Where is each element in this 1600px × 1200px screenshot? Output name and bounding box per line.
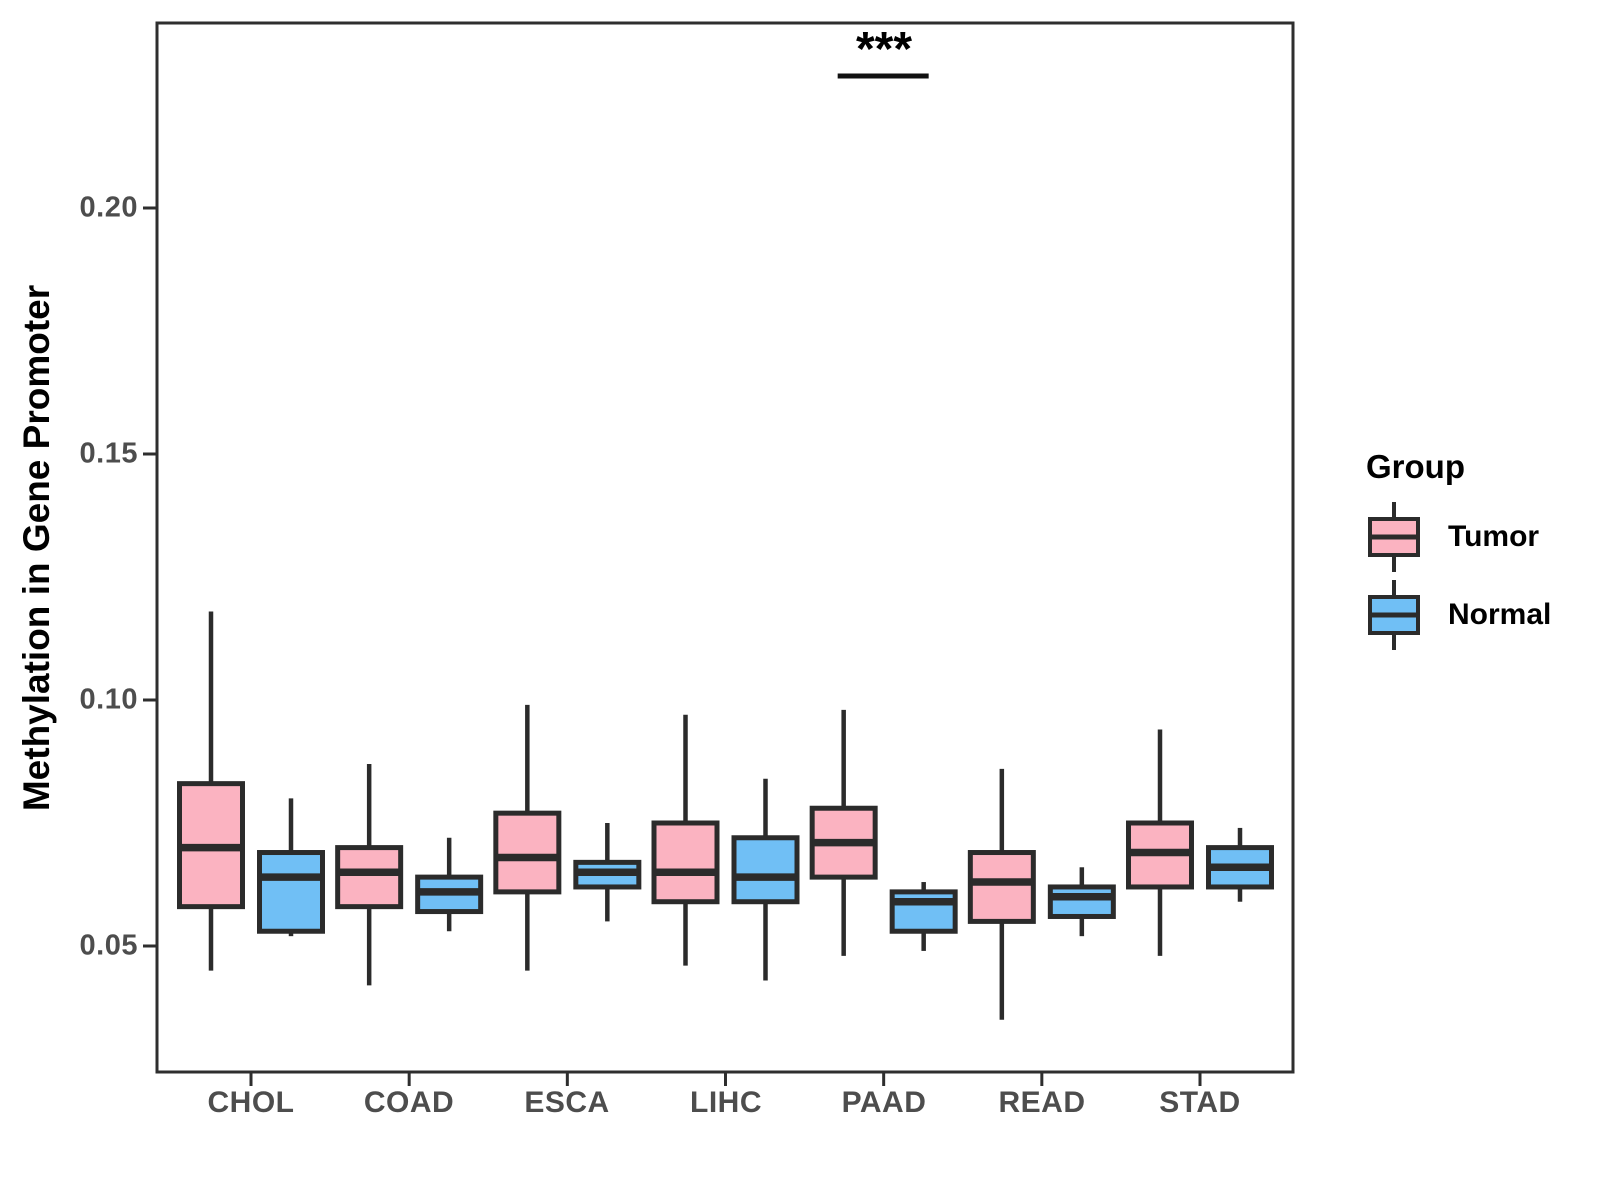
legend-title: Group [1366,448,1465,485]
legend: Group Tumor Normal [1366,448,1551,656]
legend-item-normal: Normal [1366,578,1551,652]
x-tick-label-read: READ [998,1086,1086,1119]
x-tick-label-coad: COAD [363,1086,455,1119]
legend-label-tumor: Tumor [1448,520,1540,553]
box-normal-lihc [731,835,800,905]
x-tick-label-paad: PAAD [841,1086,927,1119]
normal-boxplot-key-icon [1368,580,1420,650]
x-tick-label-lihc: LIHC [690,1086,762,1119]
y-axis-title: Methylation in Gene Promoter [16,284,57,812]
box-tumor-coad [335,845,404,910]
box-normal-read [1047,884,1116,919]
y-tick-label: 0.10 [79,683,138,716]
panel-border [155,21,1295,1074]
legend-item-tumor: Tumor [1366,500,1551,574]
y-tick-label: 0.15 [79,437,138,470]
tumor-boxplot-key-icon [1368,502,1420,572]
x-tick-label-esca: ESCA [524,1086,610,1119]
significance-stars: *** [855,23,913,76]
box-tumor-read [967,850,1036,924]
box-normal-chol [257,850,325,934]
legend-label-normal: Normal [1448,598,1552,631]
y-tick-label: 0.05 [79,929,138,962]
box-normal-paad [889,889,958,934]
y-tick-label: 0.20 [79,191,138,224]
box-tumor-esca [493,810,562,895]
x-tick-label-chol: CHOL [207,1086,295,1119]
x-tick-label-stad: STAD [1159,1086,1241,1119]
box-tumor-lihc [651,820,720,905]
